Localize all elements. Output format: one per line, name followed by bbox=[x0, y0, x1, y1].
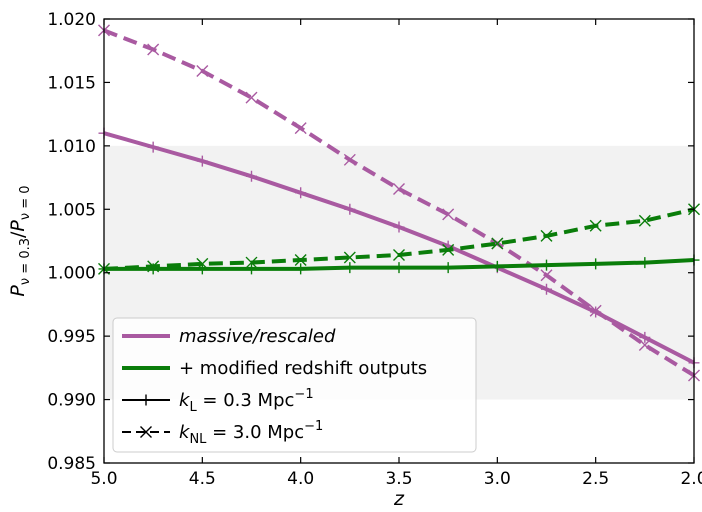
data-point-modified-kNL bbox=[343, 251, 356, 264]
data-point-modified-kNL bbox=[589, 219, 602, 232]
legend: massive/rescaled + modified redshift outp… bbox=[112, 317, 477, 453]
data-point-massive-kNL bbox=[393, 182, 405, 195]
y-tick-label: 1.015 bbox=[47, 73, 96, 93]
y-tick-label: 0.985 bbox=[47, 454, 96, 474]
legend-marker bbox=[140, 426, 152, 438]
legend-item: massive/rescaled bbox=[122, 326, 336, 347]
y-tick-label: 0.990 bbox=[47, 391, 96, 411]
data-point-modified-kNL bbox=[638, 214, 651, 227]
data-point-modified-kNL bbox=[442, 243, 455, 256]
data-point-massive-kNL bbox=[343, 153, 356, 166]
legend-label: kL = 0.3 Mpc−1 bbox=[179, 387, 314, 415]
data-point-massive-kNL bbox=[147, 43, 160, 56]
data-point-massive-kL bbox=[344, 203, 356, 215]
x-axis-label: z bbox=[393, 488, 405, 510]
data-point-massive-kNL bbox=[294, 122, 307, 135]
y-axis: 0.985 0.990 0.995 1.000 1.005 1.010 1.015 1.020 bbox=[47, 10, 694, 474]
y-tick-label: 1.020 bbox=[47, 10, 96, 30]
y-tick-label: 0.995 bbox=[47, 327, 96, 347]
x-tick-label: 4.5 bbox=[189, 469, 216, 489]
data-point-modified-kL bbox=[344, 262, 356, 274]
x-tick-label: 5.0 bbox=[90, 469, 117, 489]
data-point-modified-kL bbox=[590, 258, 602, 270]
legend-marker bbox=[140, 394, 152, 406]
x-axis: 5.0 4.5 4.0 3.5 3.0 2.5 2.0 bbox=[90, 19, 702, 489]
y-axis-label: Pν = 0.3/Pν = 0 bbox=[7, 185, 33, 296]
data-point-massive-kNL bbox=[540, 269, 553, 282]
x-tick-label: 3.5 bbox=[385, 469, 412, 489]
data-point-massive-kL bbox=[246, 170, 257, 182]
data-point-massive-kL bbox=[639, 331, 651, 343]
x-tick-label: 3.0 bbox=[484, 469, 511, 489]
legend-label: massive/rescaled bbox=[179, 326, 336, 347]
legend-item: + modified redshift outputs bbox=[122, 358, 427, 379]
data-point-modified-kL bbox=[541, 259, 552, 271]
data-point-massive-kL bbox=[295, 187, 307, 199]
data-point-modified-kNL bbox=[245, 256, 258, 269]
data-point-modified-kNL bbox=[540, 229, 553, 242]
y-tick-label: 1.005 bbox=[47, 200, 96, 220]
data-point-massive-kNL bbox=[196, 65, 209, 78]
data-point-modified-kNL bbox=[393, 248, 405, 261]
y-tick-label: 1.010 bbox=[47, 137, 96, 157]
y-tick-label: 1.000 bbox=[47, 264, 96, 284]
data-point-modified-kL bbox=[442, 262, 454, 274]
series-layer bbox=[98, 24, 700, 382]
data-point-massive-kL bbox=[147, 141, 159, 153]
legend-label: + modified redshift outputs bbox=[179, 358, 427, 379]
data-point-massive-kNL bbox=[589, 304, 602, 317]
data-point-massive-kL bbox=[541, 283, 552, 295]
x-tick-label: 2.5 bbox=[582, 469, 609, 489]
data-point-massive-kL bbox=[196, 155, 208, 167]
legend-item: kNL = 3.0 Mpc−1 bbox=[122, 419, 323, 447]
series-modified-kNL bbox=[98, 203, 700, 275]
data-point-modified-kL bbox=[246, 263, 257, 275]
legend-box bbox=[112, 317, 477, 453]
data-point-modified-kL bbox=[393, 262, 405, 274]
data-point-modified-kNL bbox=[491, 237, 504, 250]
data-point-massive-kNL bbox=[442, 208, 455, 221]
data-point-modified-kL bbox=[491, 260, 503, 272]
data-point-modified-kNL bbox=[196, 257, 209, 270]
x-tick-label: 2.0 bbox=[680, 469, 702, 489]
legend-item: kL = 0.3 Mpc−1 bbox=[122, 387, 314, 415]
data-point-modified-kL bbox=[196, 263, 208, 275]
data-point-massive-kL bbox=[393, 221, 405, 233]
data-point-modified-kNL bbox=[147, 260, 160, 273]
data-point-modified-kL bbox=[639, 257, 651, 269]
data-point-massive-kNL bbox=[638, 339, 651, 352]
data-point-modified-kL bbox=[295, 263, 307, 275]
data-point-modified-kNL bbox=[294, 254, 307, 267]
data-point-massive-kNL bbox=[245, 91, 258, 104]
legend-label: kNL = 3.0 Mpc−1 bbox=[179, 419, 323, 447]
x-tick-label: 4.0 bbox=[287, 469, 314, 489]
